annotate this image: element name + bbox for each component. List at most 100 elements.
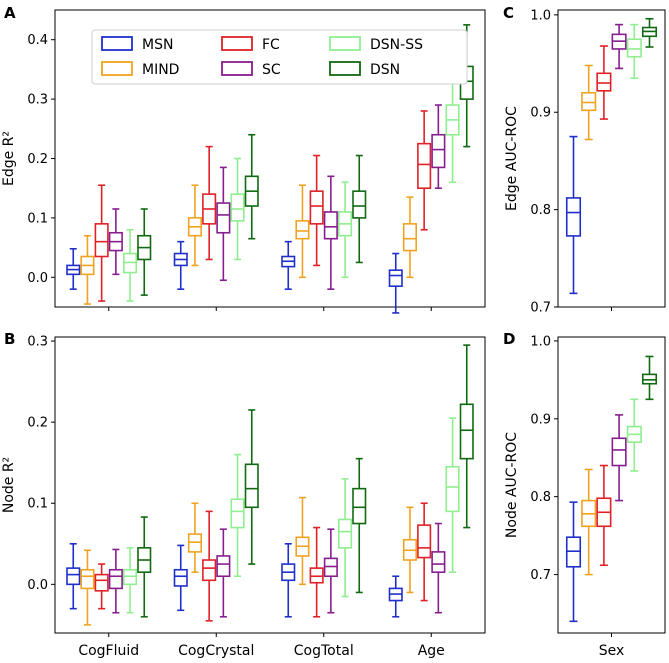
legend-label: FC — [262, 37, 280, 53]
y-tick-label: 0.3 — [27, 335, 48, 350]
box-body — [94, 223, 109, 258]
box-body — [230, 193, 245, 222]
box-mind-cogcrystal — [187, 502, 202, 573]
x-tick-label: Age — [418, 643, 445, 659]
panel-label-a: A — [4, 4, 16, 22]
box-mind-age — [402, 196, 418, 279]
box-body — [611, 437, 627, 467]
y-tick-label: 0.9 — [530, 106, 551, 121]
box-body — [295, 220, 310, 240]
box-body — [626, 38, 642, 58]
panel-d: 0.7 0.8 0.9 1.0 Node AUC-ROC Sex — [504, 334, 666, 659]
box-fc-cogtotal — [309, 526, 324, 618]
legend-item-sc: SC — [221, 61, 281, 78]
box-msn-age — [388, 575, 403, 618]
box-mind-sex — [581, 468, 597, 576]
y-tick-label: 0.2 — [27, 152, 48, 167]
box-body — [244, 463, 259, 509]
box-msn-cogcrystal — [173, 544, 188, 612]
y-tick-label: 0.8 — [530, 490, 551, 505]
legend-item-fc: FC — [221, 36, 280, 53]
box-dsn-ss-cogcrystal — [230, 453, 245, 578]
panel-label-c: C — [503, 4, 514, 22]
legend-swatch — [101, 61, 133, 76]
panel-b: 0.0 0.1 0.2 0.3 Node R² CogFluid CogCrystal Cog… — [1, 335, 486, 659]
box-msn-sex — [565, 501, 582, 623]
legend-swatch — [101, 36, 133, 51]
box-mind-cogtotal — [295, 496, 310, 586]
panel-label-b: B — [4, 330, 15, 348]
y-tick-label: 1.0 — [530, 8, 551, 23]
box-dsn-cogcrystal — [244, 409, 259, 565]
legend-swatch — [329, 36, 361, 51]
box-body — [417, 142, 432, 189]
box-msn-cogcrystal — [173, 240, 188, 290]
box-dsn-cogfluid — [137, 516, 152, 618]
legend-frame — [91, 29, 468, 85]
x-tick-label: CogTotal — [294, 643, 354, 659]
box-body — [123, 568, 138, 586]
legend-item-dsn: DSN — [329, 61, 400, 78]
box-body — [108, 568, 123, 590]
box-dsn-sex — [641, 355, 658, 401]
box-body — [323, 557, 338, 578]
box-dsn-sex — [641, 17, 658, 48]
box-dsn-cogcrystal — [244, 133, 259, 240]
box-sc-cogtotal — [323, 175, 338, 290]
legend-swatch — [221, 36, 253, 51]
box-body — [459, 403, 474, 460]
box-sc-cogcrystal — [216, 166, 231, 282]
box-body — [66, 567, 81, 586]
box-body — [431, 133, 446, 169]
box-sc-sex — [611, 23, 627, 70]
box-body — [431, 551, 446, 573]
y-axis-label: Node AUC-ROC — [504, 432, 520, 538]
box-body — [445, 465, 460, 513]
box-mind-sex — [581, 64, 597, 141]
box-sc-cogfluid — [108, 208, 123, 276]
box-body — [352, 190, 367, 219]
x-tick-label: CogCrystal — [178, 643, 254, 659]
y-tick-label: 0.7 — [530, 301, 551, 316]
box-fc-cogcrystal — [202, 145, 217, 261]
box-fc-age — [417, 110, 432, 231]
box-body — [596, 72, 612, 92]
y-tick-label: 0.2 — [27, 416, 48, 431]
legend-label: MIND — [142, 62, 179, 78]
box-body — [402, 223, 418, 252]
box-dsn-ss-sex — [626, 398, 642, 472]
box-fc-cogfluid — [94, 184, 109, 302]
legend: MSN MIND FC SC DSN-SS DSN — [91, 29, 468, 85]
box-body — [417, 524, 432, 559]
box-dsn-ss-cogcrystal — [230, 157, 245, 261]
legend-item-mind: MIND — [101, 61, 179, 78]
box-dsn-ss-cogfluid — [123, 228, 138, 302]
y-tick-label: 0.1 — [27, 211, 48, 226]
box-fc-cogcrystal — [202, 510, 217, 622]
box-mind-cogfluid — [80, 234, 95, 305]
y-tick-label: 0.3 — [27, 93, 48, 108]
box-mind-cogfluid — [80, 549, 95, 626]
box-msn-sex — [565, 135, 582, 295]
box-fc-age — [417, 502, 432, 602]
y-tick-label: 0.1 — [27, 497, 48, 512]
box-body — [388, 269, 403, 288]
box-dsn-ss-cogtotal — [337, 478, 353, 598]
box-body — [352, 487, 367, 525]
legend-label: DSN — [370, 62, 400, 78]
y-tick-label: 0.7 — [530, 568, 551, 583]
panel-a: 0.0 0.1 0.2 0.3 0.4 Edge R² — [1, 9, 486, 314]
box-msn-cogtotal — [281, 240, 296, 290]
box-body — [309, 190, 324, 225]
box-body — [187, 533, 202, 553]
box-fc-cogtotal — [309, 154, 324, 267]
box-msn-age — [388, 252, 403, 314]
box-sc-cogcrystal — [216, 528, 231, 618]
box-fc-sex — [596, 464, 612, 567]
box-mind-cogcrystal — [187, 184, 202, 267]
legend-swatch — [221, 61, 253, 76]
y-axis-label: Node R² — [1, 457, 17, 513]
box-body — [581, 91, 597, 112]
box-sc-sex — [611, 414, 627, 502]
